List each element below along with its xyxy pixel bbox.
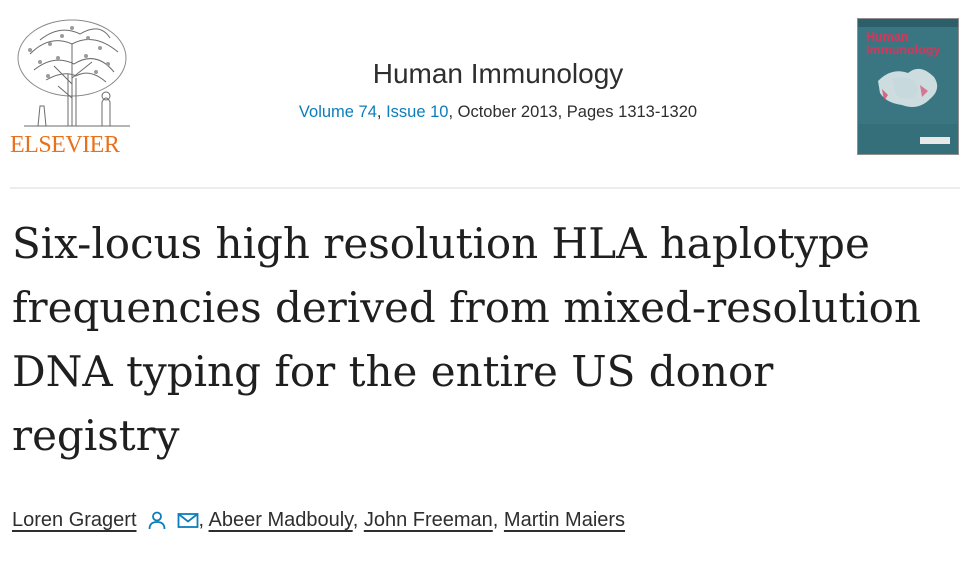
author-separator: ,: [492, 509, 499, 531]
journal-title-link[interactable]: Human Immunology: [372, 58, 624, 89]
author-link-2[interactable]: Abeer Madbouly: [208, 509, 353, 531]
person-icon[interactable]: [147, 510, 167, 536]
author-link-1[interactable]: Loren Gragert: [12, 509, 137, 531]
article-title: Six-locus high resolution HLA haplotype …: [12, 219, 921, 460]
cover-title-line2: Immunology: [866, 43, 941, 57]
envelope-icon[interactable]: [177, 510, 199, 536]
issue-link[interactable]: Issue 10: [386, 103, 449, 121]
publisher-name: ELSEVIER: [10, 132, 120, 158]
author-separator: ,: [352, 509, 359, 531]
journal-info: Human Immunology Volume 74, Issue 10, Oc…: [200, 58, 796, 122]
elsevier-logo[interactable]: ELSEVIER: [10, 14, 140, 164]
author-separator: ,: [198, 509, 205, 531]
cover-title: Human Immunology: [866, 31, 940, 57]
article-header: ELSEVIER Human Immunology Volume 74, Iss…: [0, 0, 970, 188]
date-pages: , October 2013, Pages 1313-1320: [448, 103, 698, 121]
author-link-3[interactable]: John Freeman: [363, 509, 493, 531]
issue-info: Volume 74, Issue 10, October 2013, Pages…: [298, 103, 698, 121]
cover-title-line1: Human: [866, 30, 909, 44]
author-list: Loren Gragert, Abeer Madbouly, John Free…: [12, 509, 625, 536]
cover-artwork: [858, 19, 958, 154]
volume-link[interactable]: Volume 74: [298, 103, 377, 121]
journal-cover-thumbnail[interactable]: Human Immunology: [857, 18, 959, 155]
header-divider: [10, 187, 960, 189]
tree-icon: [17, 19, 130, 127]
author-link-4[interactable]: Martin Maiers: [503, 509, 626, 531]
